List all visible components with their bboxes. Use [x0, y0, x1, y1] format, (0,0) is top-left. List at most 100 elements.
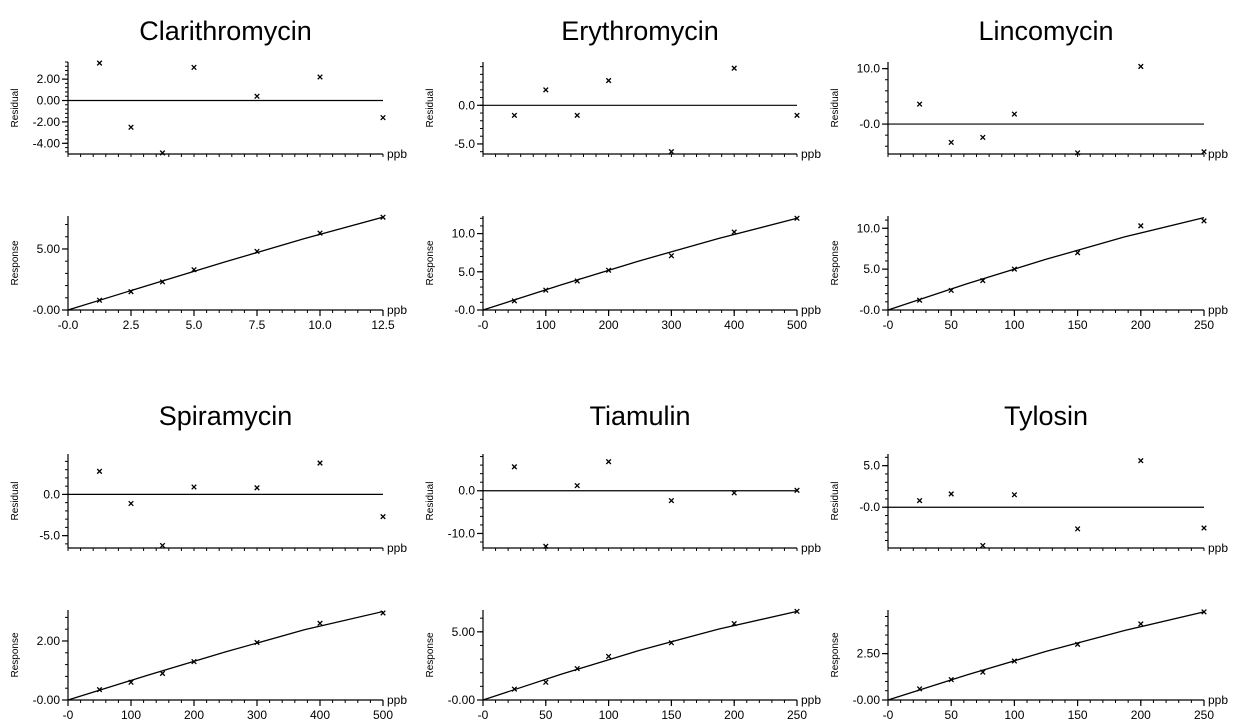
y-axis-title: Response: [830, 240, 841, 285]
y-axis-title: Residual: [830, 89, 841, 128]
data-point: [916, 686, 923, 692]
y-tick-label: 0.0: [458, 484, 475, 498]
data-point: [574, 278, 580, 284]
data-point: [794, 215, 800, 222]
data-point: [916, 297, 923, 303]
data-point: [794, 112, 800, 119]
data-point: [731, 229, 737, 235]
y-axis-title: Response: [425, 632, 436, 677]
x-tick-label: 500: [373, 708, 393, 722]
data-point: [511, 112, 518, 119]
data-point: [191, 266, 197, 273]
data-point: [254, 248, 260, 255]
data-point: [980, 542, 986, 549]
data-point: [317, 620, 323, 627]
panel-title: Lincomycin: [978, 16, 1113, 46]
y-tick-label: -0.0: [859, 117, 880, 131]
data-point: [948, 287, 954, 294]
y-tick-label: 10.0: [857, 62, 881, 76]
data-point: [191, 64, 197, 71]
x-tick-label: 50: [539, 708, 553, 722]
data-point: [1138, 223, 1144, 229]
residual-plot: 0.0 -10.0 ppb Residual: [425, 454, 821, 555]
data-point: [543, 287, 549, 293]
data-point: [948, 139, 954, 146]
fit-curve: [67, 216, 384, 311]
x-tick-label: 400: [310, 708, 330, 722]
x-tick-label: 50: [945, 318, 959, 332]
data-point: [1138, 621, 1144, 627]
data-point: [1074, 150, 1081, 156]
x-tick-label: 250: [787, 708, 807, 722]
x-tick-label: 200: [1131, 318, 1151, 332]
data-point: [605, 77, 612, 84]
x-unit-label: ppb: [387, 147, 407, 161]
data-point: [668, 497, 675, 504]
data-point: [1138, 457, 1144, 464]
data-point: [574, 482, 580, 489]
x-unit-label: ppb: [801, 303, 821, 317]
data-point: [980, 669, 986, 675]
data-point: [1201, 525, 1207, 531]
data-point: [380, 513, 386, 520]
data-point: [159, 150, 166, 156]
y-tick-label: 0.0: [458, 98, 475, 112]
data-point: [668, 252, 675, 259]
y-tick-label: 5.00: [452, 625, 476, 639]
x-tick-label: 100: [1004, 708, 1024, 722]
data-point: [96, 468, 103, 475]
y-axis-title: Residual: [10, 482, 21, 521]
data-point: [317, 230, 323, 236]
y-tick-label: 0.00: [37, 94, 61, 108]
y-axis-title: Response: [425, 240, 436, 285]
residual-plot: 2.00 0.00 -2.00 -4.00 ppb Residual: [10, 60, 407, 161]
data-point: [1074, 250, 1081, 256]
data-point: [380, 610, 386, 616]
data-point: [159, 670, 166, 677]
data-point: [96, 297, 103, 303]
y-axis-title: Response: [830, 632, 841, 677]
data-point: [605, 267, 612, 274]
x-unit-label: ppb: [1208, 693, 1228, 707]
x-tick-label: 200: [724, 708, 744, 722]
y-tick-label: -4.00: [33, 136, 61, 150]
x-unit-label: ppb: [1208, 147, 1228, 161]
y-tick-label: 2.50: [857, 647, 881, 661]
data-point: [1011, 111, 1018, 117]
x-tick-label: 100: [121, 708, 141, 722]
data-point: [543, 87, 549, 93]
data-point: [254, 93, 260, 99]
x-unit-label: ppb: [387, 303, 407, 317]
x-tick-label: 12.5: [371, 318, 395, 332]
x-unit-label: ppb: [801, 693, 821, 707]
x-tick-label: 100: [599, 708, 619, 722]
x-tick-label: 2.5: [123, 318, 140, 332]
y-axis-title: Residual: [425, 482, 436, 521]
data-point: [1138, 63, 1144, 70]
x-unit-label: ppb: [801, 541, 821, 555]
y-tick-label: 5.0: [458, 265, 475, 279]
fit-curve: [887, 216, 1205, 311]
data-point: [916, 497, 923, 504]
x-tick-label: -0: [883, 708, 894, 722]
x-unit-label: ppb: [1208, 541, 1228, 555]
data-point: [317, 74, 323, 80]
x-tick-label: 300: [661, 318, 681, 332]
panel-title: Tylosin: [1004, 401, 1088, 431]
y-tick-label: -2.00: [33, 115, 61, 129]
y-tick-label: 10.0: [452, 227, 476, 241]
y-tick-label: 10.0: [857, 221, 881, 235]
y-tick-label: 5.0: [863, 459, 880, 473]
y-tick-label: -0.00: [853, 693, 881, 707]
data-point: [794, 487, 800, 494]
x-tick-label: 250: [1194, 708, 1214, 722]
y-tick-label: 2.00: [37, 72, 61, 86]
data-point: [1074, 641, 1081, 648]
data-point: [191, 484, 197, 490]
data-point: [1201, 149, 1207, 155]
x-tick-label: 200: [1131, 708, 1151, 722]
data-point: [916, 101, 923, 107]
